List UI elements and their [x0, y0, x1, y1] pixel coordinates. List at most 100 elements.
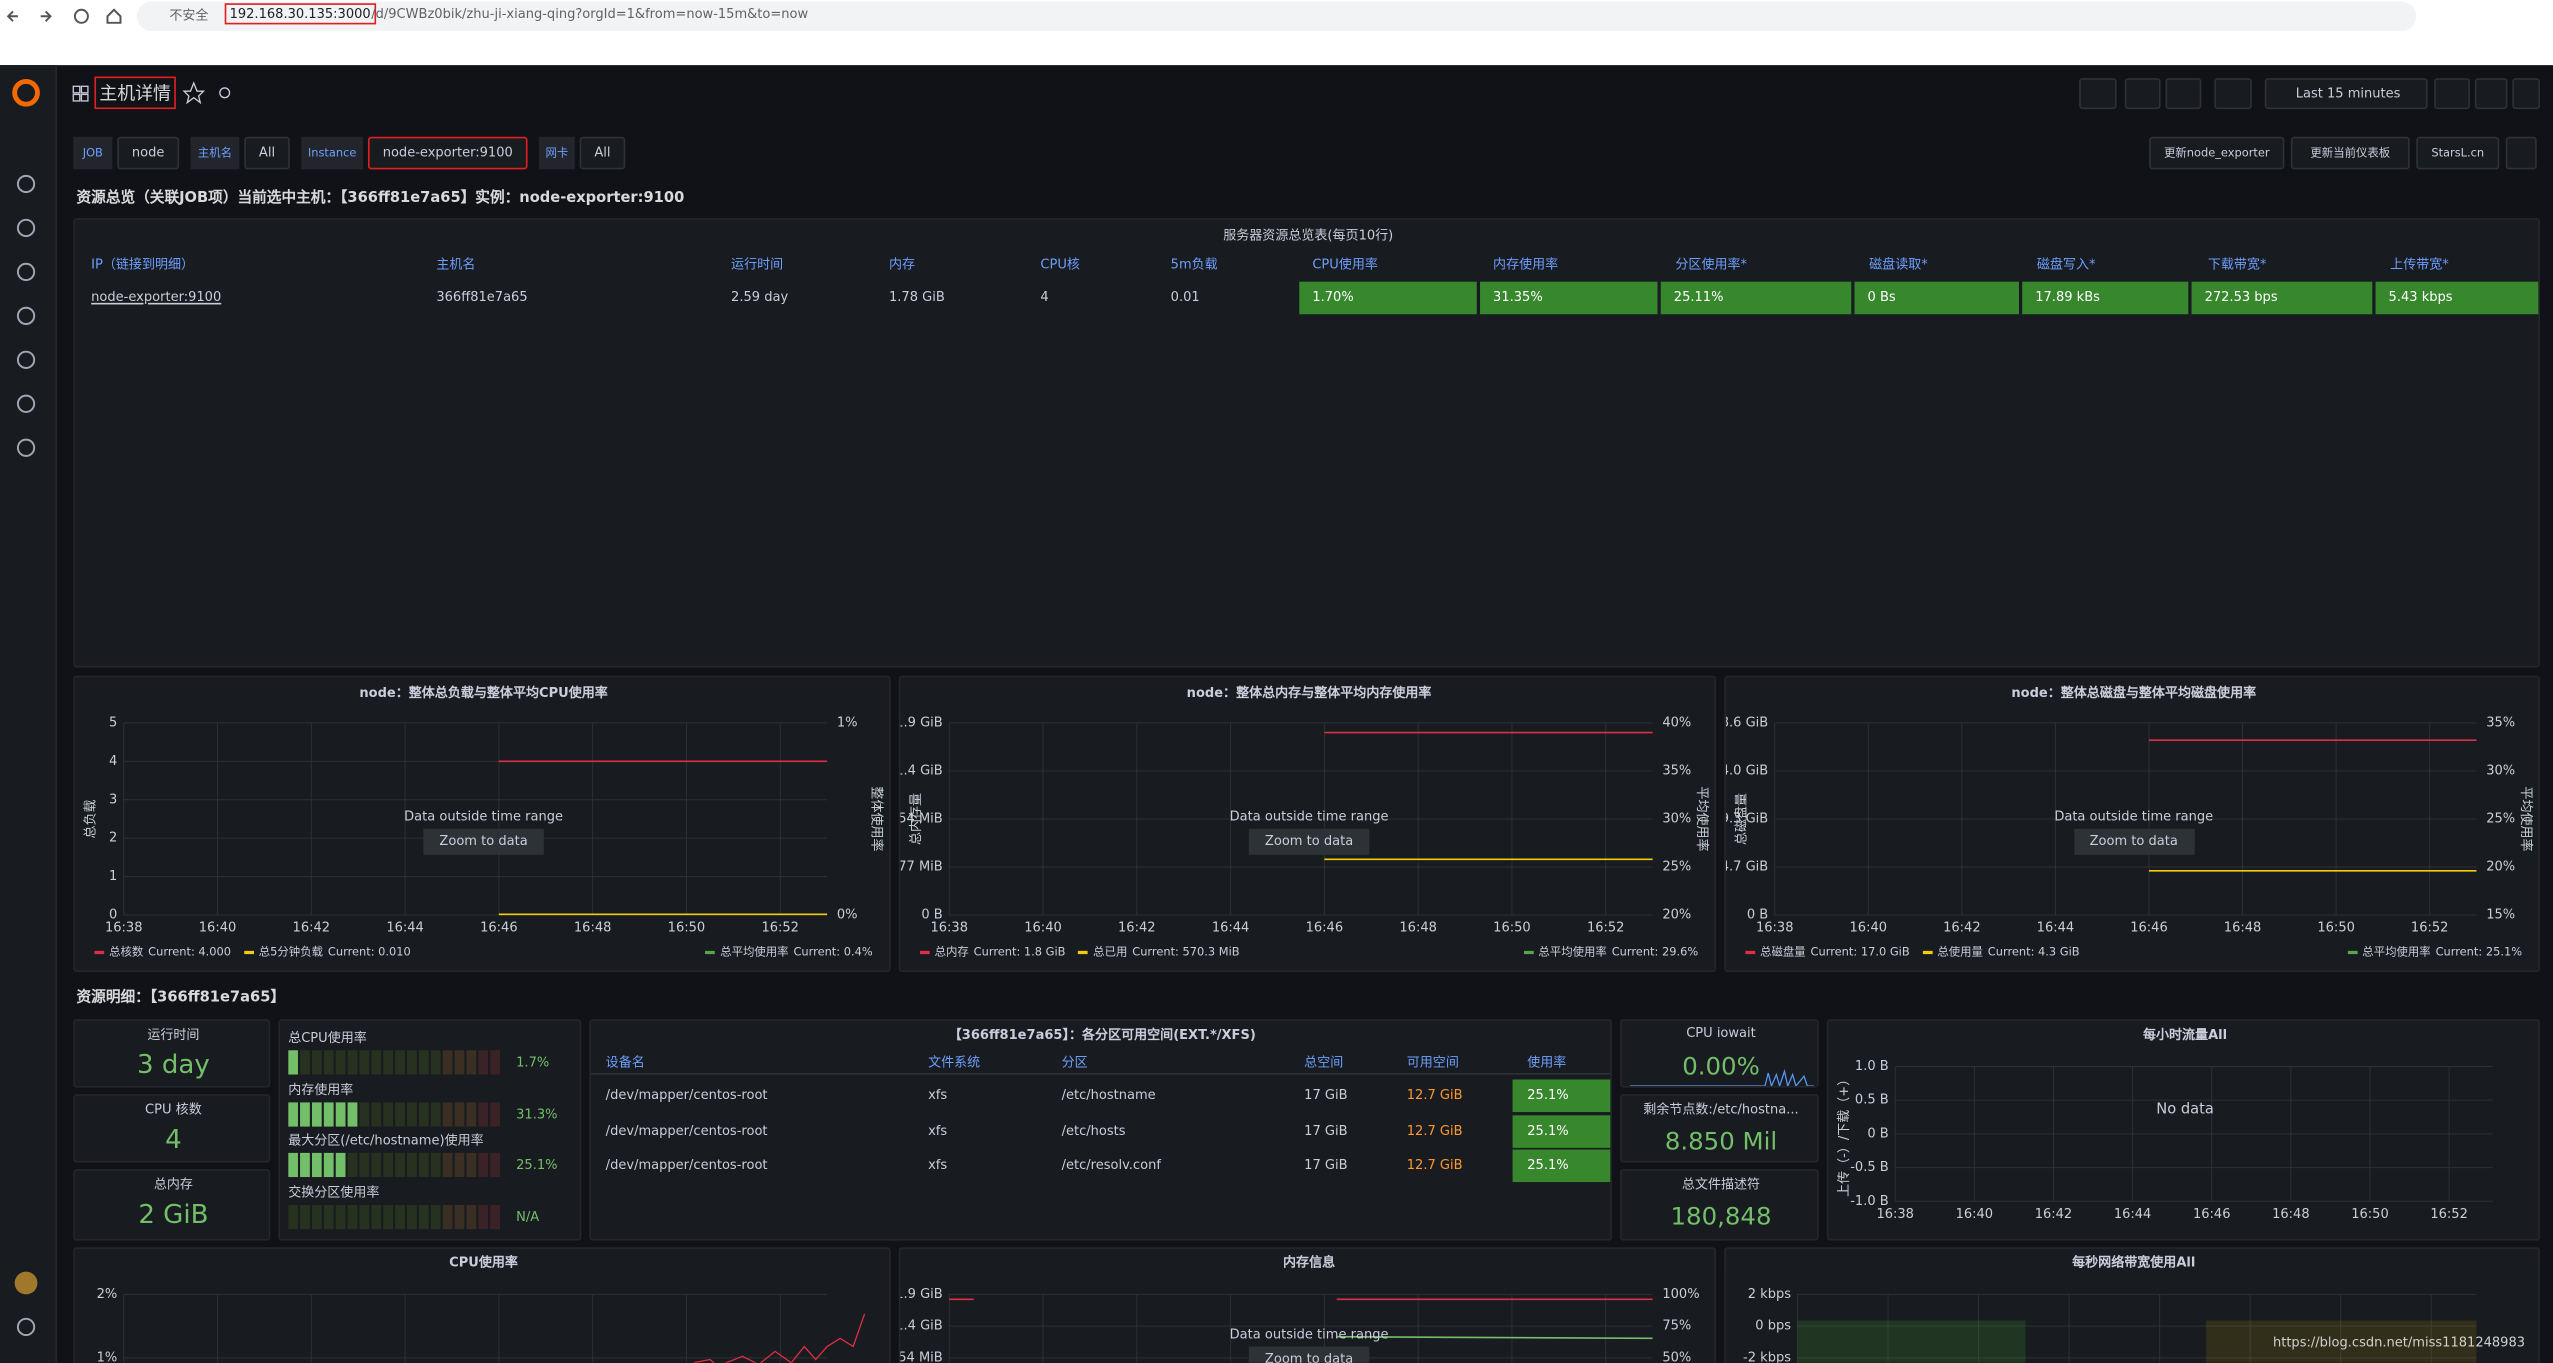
- cell-text: 1.78 GiB: [888, 289, 945, 305]
- gauge-segment: [383, 1152, 394, 1178]
- column-header[interactable]: 设备名: [605, 1055, 645, 1070]
- toolbar-button[interactable]: [2214, 78, 2252, 110]
- variable-dropdown[interactable]: node-exporter:9100: [367, 136, 528, 170]
- toolbar-button[interactable]: [2434, 78, 2470, 110]
- column-header[interactable]: 5m负载: [1170, 257, 1218, 272]
- y2-tick-label: 35%: [2486, 715, 2515, 730]
- toolbar-button[interactable]: [2474, 78, 2508, 110]
- dashboard-link[interactable]: 更新当前仪表板: [2290, 136, 2410, 170]
- panel-graphics: [288, 1152, 501, 1178]
- column-header[interactable]: CPU核: [1040, 257, 1080, 272]
- menu-button[interactable]: [2505, 136, 2537, 170]
- gauge-segment: [430, 1101, 441, 1126]
- column-header[interactable]: 总空间: [1304, 1055, 1344, 1070]
- zoom-button[interactable]: Zoom to data: [2073, 828, 2194, 855]
- row-title[interactable]: 资源总览（关联JOB项）当前选中主机：【366ff81e7a65】实例：node…: [76, 190, 685, 207]
- toolbar-button[interactable]: [2165, 78, 2202, 110]
- variable-dropdown[interactable]: All: [244, 136, 290, 170]
- panel-graphics: 2% 1%: [97, 1287, 866, 1363]
- toolbar-button[interactable]: [2124, 78, 2161, 110]
- cell-text: 272.53 bps: [2204, 289, 2278, 305]
- time-picker[interactable]: Last 15 minutes: [2264, 78, 2428, 110]
- zoom-button[interactable]: Zoom to data: [1248, 1346, 1370, 1363]
- column-header[interactable]: CPU使用率: [1312, 257, 1378, 272]
- y-tick-label: 1%: [97, 1350, 118, 1362]
- y-axis-label: 总磁盘量: [1734, 793, 1750, 845]
- row-title[interactable]: 资源明细：【366ff81e7a65】: [76, 989, 286, 1007]
- y-tick-label: 5: [109, 715, 117, 730]
- legend-item[interactable]: 总平均使用率 Current: 0.4%: [705, 944, 873, 960]
- column-header[interactable]: 主机名: [436, 257, 476, 272]
- cell-text: 17 GiB: [1304, 1087, 1348, 1103]
- stat-value: 2 GiB: [138, 1198, 209, 1230]
- dashboard-title[interactable]: 主机详情: [94, 76, 176, 110]
- toolbar-button[interactable]: [2079, 78, 2117, 110]
- column-header[interactable]: 内存: [888, 257, 916, 272]
- column-header[interactable]: 分区: [1061, 1055, 1088, 1070]
- gauge-segment: [383, 1050, 394, 1075]
- stat-value: 0.00%: [1682, 1051, 1760, 1082]
- dashboard-link[interactable]: 更新node_exporter: [2149, 136, 2285, 170]
- variable-dropdown[interactable]: node: [117, 136, 180, 170]
- column-header[interactable]: 下载带宽*: [2207, 257, 2267, 272]
- column-header[interactable]: 上传带宽*: [2390, 257, 2449, 272]
- gauge-segment: [430, 1204, 441, 1229]
- legend-item[interactable]: 总平均使用率 Current: 25.1%: [2347, 944, 2522, 960]
- legend-item[interactable]: 总核数 Current: 4.000: [94, 944, 231, 960]
- column-header[interactable]: 内存使用率: [1493, 257, 1559, 272]
- gauge-segment: [371, 1204, 382, 1229]
- legend-name: 总内存: [934, 945, 969, 960]
- legend-item[interactable]: 总5分钟负载 Current: 0.010: [244, 944, 411, 960]
- gauge-segment: [395, 1050, 405, 1075]
- legend-item[interactable]: 总内存 Current: 1.8 GiB: [919, 944, 1066, 960]
- legend-swatch: [919, 951, 930, 954]
- x-tick-label: 16:38: [105, 921, 143, 936]
- column-header[interactable]: IP（链接到明细）: [91, 257, 195, 272]
- gauge-segment: [418, 1050, 429, 1075]
- legend-swatch: [1523, 951, 1534, 954]
- y-tick-label: 0 B: [921, 908, 942, 923]
- gauge-segment: [478, 1050, 489, 1075]
- panel-title: 【366ff81e7a65】：各分区可用空间(EXT.*/XFS): [948, 1027, 1256, 1043]
- y-tick-label: 954 MiB: [900, 811, 942, 826]
- legend-item[interactable]: 总平均使用率 Current: 29.6%: [1523, 944, 1698, 960]
- zoom-button[interactable]: Zoom to data: [423, 828, 544, 855]
- column-header[interactable]: 磁盘写入*: [2036, 257, 2096, 272]
- graph-panel: 内存信息 1.9 GiB 1.4 GiB 954 MiB 100% 75% 50% Data …: [898, 1247, 1717, 1363]
- url-path: /d/9CWBz0bik/zhu-ji-xiang-qing?orgId=1&f…: [371, 6, 809, 22]
- y-tick-label: -2 kbps: [1743, 1350, 1791, 1362]
- grafana-logo: [12, 78, 40, 107]
- gauge-segment: [395, 1152, 405, 1178]
- column-header[interactable]: 使用率: [1527, 1055, 1567, 1070]
- gauge-segment: [359, 1204, 370, 1229]
- dashboard-link[interactable]: StarsL.cn: [2416, 136, 2500, 170]
- column-header[interactable]: 磁盘读取*: [1869, 257, 1928, 272]
- cell-text: 4: [1040, 289, 1049, 305]
- cell-text: /dev/mapper/centos-root: [605, 1087, 768, 1103]
- legend-swatch: [94, 951, 105, 954]
- stat-value: 8.850 Mil: [1664, 1126, 1778, 1157]
- legend-current: Current: 1.8 GiB: [973, 945, 1066, 960]
- legend-item[interactable]: 总已用 Current: 570.3 MiB: [1078, 944, 1240, 960]
- column-header[interactable]: 分区使用率*: [1675, 257, 1748, 272]
- column-header[interactable]: 文件系统: [928, 1055, 981, 1070]
- address-bar: 不安全 192.168.30.135:3000/d/9CWBz0bik/zhu-j…: [136, 1, 2417, 31]
- legend-item[interactable]: 总磁盘量 Current: 17.0 GiB: [1745, 944, 1910, 960]
- watermark: https://blog.csdn.net/miss1181248983: [2272, 1335, 2526, 1350]
- variable-dropdown[interactable]: All: [579, 136, 626, 170]
- stat-title: CPU 核数: [145, 1102, 202, 1117]
- legend-name: 总平均使用率: [1538, 945, 1607, 960]
- legend-swatch: [1078, 951, 1089, 954]
- gauge-segment: [288, 1204, 298, 1229]
- stat-title: 运行时间: [147, 1027, 200, 1043]
- column-header[interactable]: 运行时间: [731, 257, 784, 272]
- y2-axis-label: 平均使用率: [2518, 786, 2534, 851]
- column-header[interactable]: 可用空间: [1406, 1055, 1459, 1070]
- y2-tick-label: 40%: [1662, 715, 1691, 730]
- zoom-button[interactable]: Zoom to data: [1248, 828, 1370, 855]
- legend-item[interactable]: 总使用量 Current: 4.3 GiB: [1922, 944, 2080, 960]
- no-data: No data: [2156, 1102, 2214, 1119]
- x-tick-label: 16:42: [2035, 1207, 2073, 1222]
- toolbar-button[interactable]: [2512, 78, 2540, 110]
- cell-text[interactable]: node-exporter:9100: [91, 289, 222, 305]
